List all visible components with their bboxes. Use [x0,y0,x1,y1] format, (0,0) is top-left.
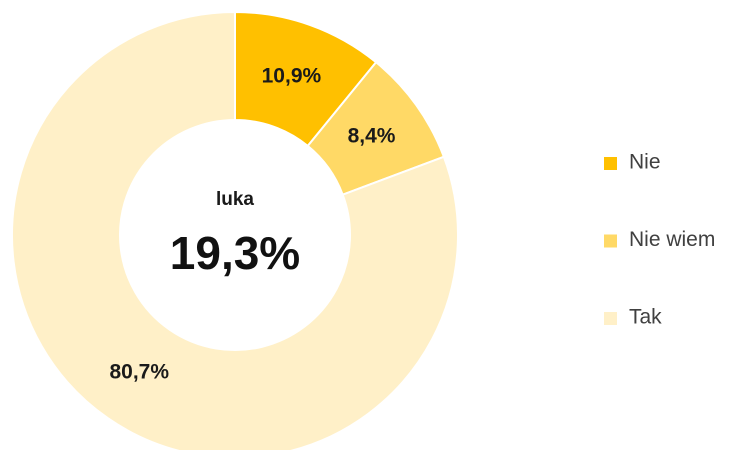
legend-swatch [604,312,617,325]
data-label: 8,4% [348,125,396,148]
center-text: 19,3% [170,227,300,279]
center-title: luka [216,189,254,210]
legend-label: Nie wiem [629,228,715,251]
data-label: 80,7% [109,361,169,384]
legend-swatch [604,234,617,248]
legend-swatch [604,157,617,170]
legend-label: Nie [629,151,661,174]
legend-label: Tak [629,306,662,329]
donut-segment [11,10,459,450]
data-label: 10,9% [262,64,322,87]
